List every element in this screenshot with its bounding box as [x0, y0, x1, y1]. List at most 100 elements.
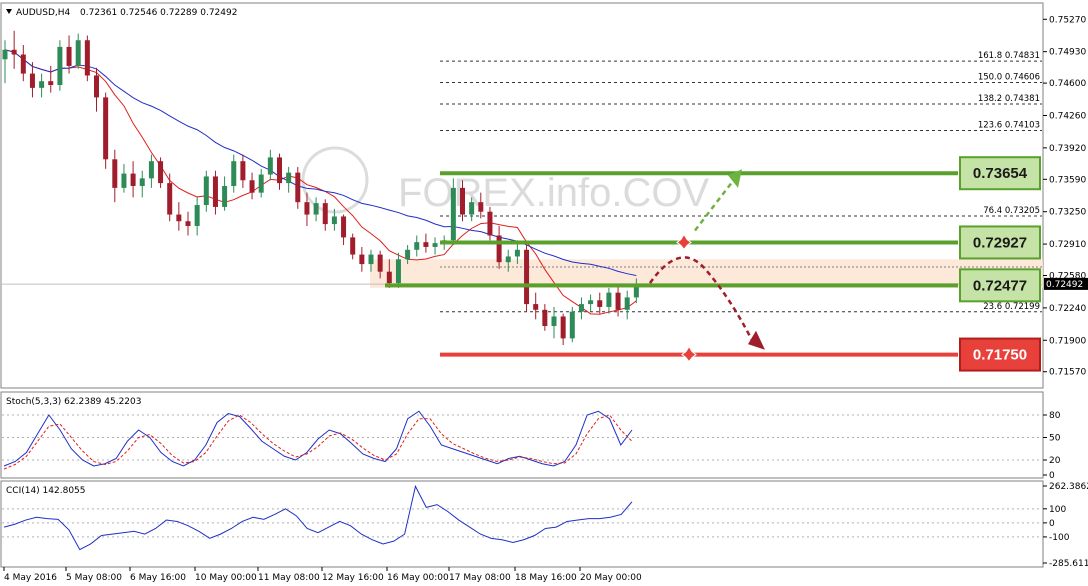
fibonacci-layer: 161.8 0.74831 150.0 0.74606 138.2 0.74381 1…	[440, 51, 1042, 313]
candle-body	[633, 284, 639, 298]
candle-body	[2, 49, 8, 60]
candle-body	[203, 176, 209, 206]
price-level-layer: 0.73654 0.72927 0.72477 0.71750	[385, 156, 1041, 372]
candle-body	[377, 254, 383, 272]
bearish-arrowhead-icon	[748, 330, 765, 350]
price-level-label: 0.72927	[973, 234, 1027, 251]
time-axis-label: 5 May 08:00	[66, 573, 122, 583]
candle-body	[542, 309, 548, 326]
candle-body	[395, 259, 401, 284]
cci-panel	[0, 480, 1044, 568]
ohlc-values: 0.72361 0.72546 0.72289 0.72492	[80, 8, 237, 18]
candle-body	[167, 183, 173, 215]
candle-body	[487, 211, 493, 236]
candle-body	[597, 300, 603, 307]
stochastic-title: Stoch(5,3,3) 62.2389 45.2203	[6, 397, 141, 407]
candle-body	[405, 249, 411, 260]
watermark-text: FOREX.info.COV	[398, 171, 710, 215]
forecast-arrow-layer	[648, 169, 765, 363]
price-level-badge	[959, 337, 1041, 372]
candle-body	[469, 202, 475, 215]
price-level-badge	[959, 225, 1041, 260]
candle-body	[514, 249, 520, 257]
candle-body	[94, 75, 99, 98]
fibonacci-label: 123.6 0.74103	[978, 120, 1040, 130]
fibonacci-label: 150.0 0.74606	[978, 73, 1040, 83]
candle-body	[103, 97, 109, 160]
candle-body	[313, 203, 319, 215]
stochastic-panel	[0, 391, 1044, 479]
support-zone	[370, 259, 1043, 288]
price-axis-label: 0.72240	[1049, 304, 1086, 314]
stochastic-main-line	[3, 410, 633, 467]
price-level-badge	[959, 268, 1041, 303]
time-axis-label: 20 May 00:00	[580, 573, 642, 583]
candle-body	[295, 172, 301, 203]
fast-moving-average-line	[4, 49, 637, 315]
candle-body	[386, 271, 392, 284]
candle-body	[231, 161, 237, 186]
cci-axis-label: 100	[1049, 505, 1066, 515]
price-axis-label: 0.74930	[1049, 48, 1086, 58]
price-axis-label: 0.73590	[1049, 175, 1086, 185]
time-axis-label: 17 May 08:00	[449, 573, 511, 583]
candle-body	[267, 157, 273, 175]
candle-body	[524, 249, 530, 305]
price-axis-label: 0.73920	[1049, 144, 1086, 154]
candle-body	[350, 237, 356, 255]
candle-body	[533, 304, 539, 310]
price-axis-label: 0.74600	[1049, 79, 1086, 89]
candle-body	[194, 205, 200, 226]
slow-moving-average-line	[4, 49, 637, 277]
candlestick-layer	[2, 30, 639, 346]
fibonacci-label: 138.2 0.74381	[978, 94, 1040, 104]
candle-body	[66, 46, 72, 66]
candle-body	[569, 311, 575, 339]
candle-body	[341, 216, 347, 238]
time-axis-label: 18 May 16:00	[515, 573, 577, 583]
candle-body	[478, 202, 484, 212]
candle-body	[29, 73, 35, 88]
candle-body	[11, 49, 17, 55]
candle-body	[505, 256, 511, 263]
time-axis-label: 12 May 16:00	[322, 573, 384, 583]
candle-body	[588, 300, 594, 305]
candle-body	[121, 173, 127, 188]
cci-title: CCI(14) 142.8055	[6, 486, 86, 496]
candle-body	[606, 292, 612, 307]
candle-body	[496, 235, 502, 263]
candle-body	[84, 40, 90, 76]
stochastic-axis-label: 20	[1049, 456, 1061, 466]
fibonacci-label: 23.6 0.72199	[983, 302, 1040, 312]
candle-body	[212, 176, 218, 207]
time-axis: 4 May 2016 5 May 08:00 6 May 16:00 10 May 0…	[3, 567, 642, 583]
candle-body	[368, 254, 374, 265]
candle-body	[158, 161, 164, 184]
price-axis-label: 0.71570	[1049, 368, 1086, 378]
cci-axis-label: 0	[1049, 519, 1055, 529]
price-level-label: 0.71750	[973, 347, 1027, 364]
candle-body	[423, 242, 429, 247]
price-axis: 0.75270 0.74930 0.74600 0.74260 0.73920 0.735…	[1043, 15, 1088, 378]
candle-body	[249, 180, 255, 193]
price-axis-label: 0.71900	[1049, 336, 1086, 346]
candle-body	[286, 172, 292, 184]
candle-body	[75, 40, 81, 66]
stochastic-axis-label: 0	[1049, 471, 1055, 481]
symbol-dropdown-icon[interactable]	[6, 9, 12, 14]
moving-average-layer	[4, 49, 637, 315]
bearish-forecast-arrow	[648, 256, 754, 341]
watermark-ring	[301, 146, 369, 214]
stochastic-signal-line	[3, 414, 633, 470]
price-axis-label: 0.74260	[1049, 111, 1086, 121]
bullish-forecast-arrow	[694, 177, 736, 232]
candle-body	[432, 243, 438, 247]
candle-body	[39, 81, 45, 88]
time-axis-label: 16 May 00:00	[387, 573, 449, 583]
time-axis-label: 6 May 16:00	[130, 573, 186, 583]
price-level-label: 0.73654	[973, 165, 1028, 182]
price-axis-label: 0.73250	[1049, 208, 1086, 218]
candle-body	[560, 316, 566, 339]
